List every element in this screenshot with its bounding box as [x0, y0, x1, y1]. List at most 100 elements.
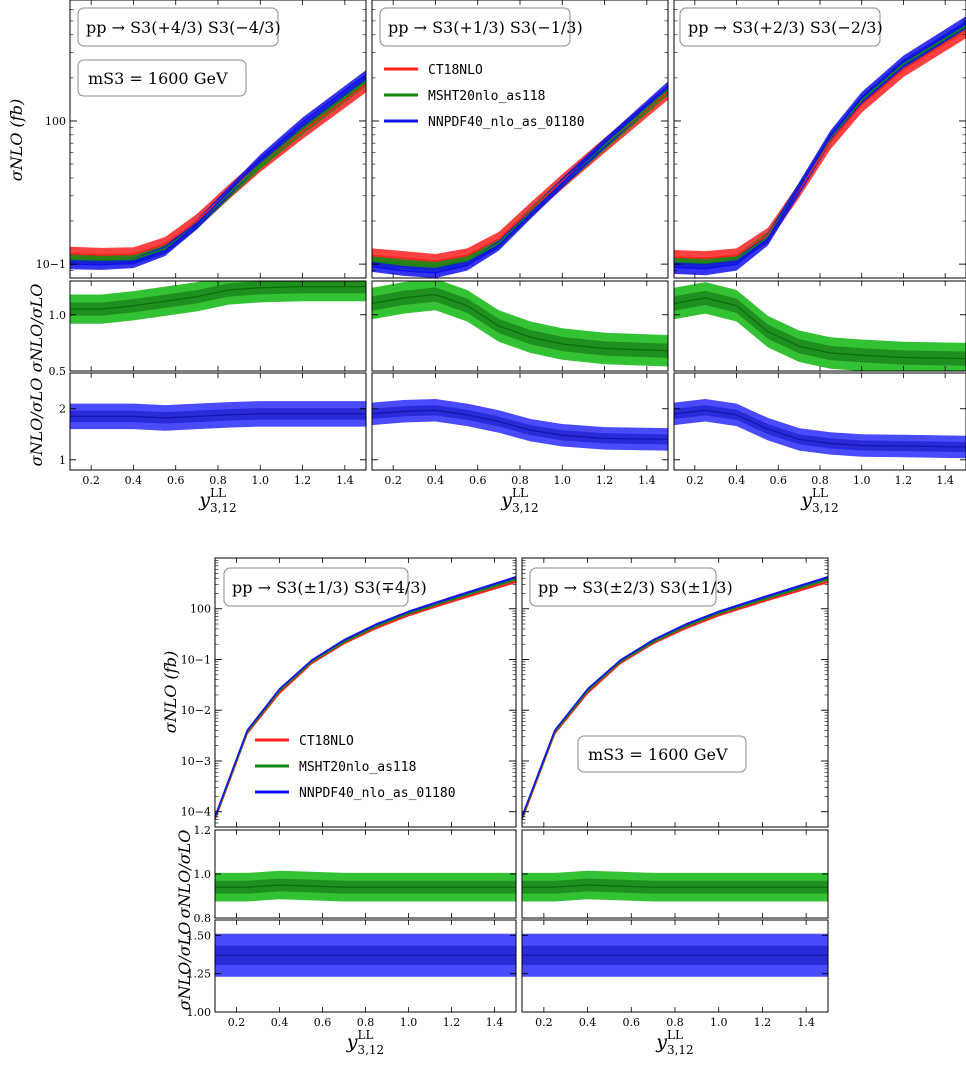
ratio-ytick-label-g-3-1: 1.0	[194, 868, 212, 881]
process-label-5: pp → S3(±2/3) S3(±1/3)	[538, 578, 733, 597]
process-label-3: pp → S3(+2/3) S3(−2/3)	[688, 18, 883, 37]
ratio-blue-2	[674, 399, 966, 459]
x-tick-label-0-6: 1.4	[336, 474, 354, 487]
x-tick-label-2-0: 0.2	[686, 474, 704, 487]
x-axis-label-3: yLL 3,12	[346, 1028, 384, 1057]
x-tick-label-2-2: 0.6	[770, 474, 788, 487]
x-axis-label-4: yLL 3,12	[655, 1028, 693, 1057]
ratio-ytick-label-g-0-0: 0.5	[49, 365, 67, 378]
line-ct18-0	[70, 83, 366, 256]
legend-label-msht-2: MSHT20nlo_as118	[299, 760, 416, 775]
ratio-ytick-label-b-0-1: 2	[59, 403, 66, 416]
ratio-green-1	[372, 281, 668, 367]
ratio-blue-3	[215, 933, 516, 977]
legend-label-nnpdf-2: NNPDF40_nlo_as_01180	[299, 786, 456, 801]
x-tick-label-2-1: 0.4	[728, 474, 746, 487]
line-ct18-2	[674, 29, 966, 260]
line-msht-4	[522, 578, 828, 819]
x-tick-label-0-3: 0.8	[209, 474, 227, 487]
mass-label-2: mS3 = 1600 GeV	[588, 745, 728, 764]
x-tick-label-4-5: 1.2	[754, 1016, 772, 1029]
ratio-ytick-label-b-3-1: 1.25	[187, 968, 212, 981]
band-msht-4	[522, 578, 828, 820]
ratio-green-inner-band-1	[372, 287, 668, 358]
x-tick-label-0-5: 1.2	[294, 474, 312, 487]
ratio-green-inner-band-4	[522, 878, 828, 894]
band-msht-3	[215, 578, 516, 820]
main-plot-4	[522, 575, 828, 821]
y-tick-label-3-1: 10−3	[181, 755, 211, 768]
y-axis-label-ratio-blue-bottom: σNLO/σLO	[175, 922, 194, 1011]
ratio-green-inner-band-2	[674, 290, 966, 366]
line-nnpdf-4	[522, 576, 828, 817]
ratio-green-line-4	[522, 884, 828, 888]
ratio-green-2	[674, 282, 966, 371]
ratio-green-line-2	[674, 297, 966, 360]
x-tick-label-1-4: 1.0	[554, 474, 572, 487]
process-label-box-3	[679, 7, 881, 47]
ratio-blue-1	[372, 399, 668, 451]
x-tick-label-4-4: 1.0	[710, 1016, 728, 1029]
line-nnpdf-1	[372, 85, 668, 274]
y-tick-label-3-2: 10−2	[181, 704, 211, 717]
x-tick-label-4-3: 0.8	[666, 1016, 684, 1029]
legend-label-msht-1: MSHT20nlo_as118	[428, 89, 545, 104]
x-tick-label-0-1: 0.4	[125, 474, 143, 487]
process-label-box-5	[529, 567, 717, 607]
ratio-ytick-label-g-3-2: 1.2	[194, 824, 212, 837]
ratio-green-line-0	[70, 285, 366, 310]
x-tick-label-1-6: 1.4	[638, 474, 656, 487]
x-tick-label-3-6: 1.4	[486, 1016, 504, 1029]
line-msht-1	[372, 89, 668, 268]
x-tick-label-4-6: 1.4	[797, 1016, 815, 1029]
x-tick-label-2-5: 1.2	[895, 474, 913, 487]
x-tick-label-0-2: 0.6	[167, 474, 185, 487]
main-plot-0	[70, 70, 366, 270]
band-ct18-4	[522, 580, 828, 821]
x-tick-label-4-2: 0.6	[623, 1016, 641, 1029]
line-nnpdf-0	[70, 74, 366, 266]
band-nnpdf-0	[70, 70, 366, 270]
x-tick-label-2-3: 0.8	[811, 474, 829, 487]
band-nnpdf-2	[674, 16, 966, 276]
main-plot-2	[674, 16, 966, 276]
band-nnpdf-4	[522, 575, 828, 819]
y-tick-label-0-1: 100	[45, 115, 66, 128]
process-label-1: pp → S3(+4/3) S3(−4/3)	[86, 18, 281, 37]
x-tick-label-3-1: 0.4	[271, 1016, 289, 1029]
x-tick-label-2-4: 1.0	[853, 474, 871, 487]
mass-label-1: mS3 = 1600 GeV	[88, 69, 228, 88]
x-tick-label-3-4: 1.0	[400, 1016, 418, 1029]
x-tick-label-2-6: 1.4	[936, 474, 954, 487]
line-ct18-3	[215, 581, 516, 820]
process-label-box-2	[379, 7, 571, 47]
main-plot-1	[372, 81, 668, 278]
y-tick-label-3-0: 10−4	[181, 806, 211, 819]
band-nnpdf-3	[215, 575, 516, 819]
ratio-green-line-1	[372, 293, 668, 352]
x-tick-label-1-1: 0.4	[427, 474, 445, 487]
ratio-green-3	[215, 870, 516, 902]
x-tick-label-0-0: 0.2	[82, 474, 100, 487]
process-label-box-1	[77, 7, 279, 47]
ratio-green-inner-band-0	[70, 281, 366, 316]
mass-label-box-1	[77, 59, 247, 97]
ratio-green-4	[522, 870, 828, 902]
x-tick-label-0-4: 1.0	[252, 474, 270, 487]
ratio-ytick-label-g-3-0: 0.8	[194, 912, 212, 925]
x-tick-label-1-3: 0.8	[511, 474, 529, 487]
ratio-green-0	[70, 281, 366, 324]
ratio-blue-line-1	[372, 409, 668, 441]
y-axis-label-ratio-blue-top: σNLO/σLO	[27, 378, 46, 467]
y-tick-label-3-4: 100	[190, 603, 211, 616]
x-tick-label-4-0: 0.2	[535, 1016, 553, 1029]
x-tick-label-1-2: 0.6	[469, 474, 487, 487]
line-msht-3	[215, 578, 516, 819]
main-plot-3	[215, 575, 516, 821]
x-tick-label-3-0: 0.2	[228, 1016, 246, 1029]
ratio-green-inner-band-3	[215, 878, 516, 894]
ratio-green-outer-band-2	[674, 282, 966, 371]
y-tick-label-0-0: 10−1	[36, 258, 66, 271]
band-ct18-2	[674, 23, 966, 267]
process-label-box-4	[223, 567, 409, 607]
